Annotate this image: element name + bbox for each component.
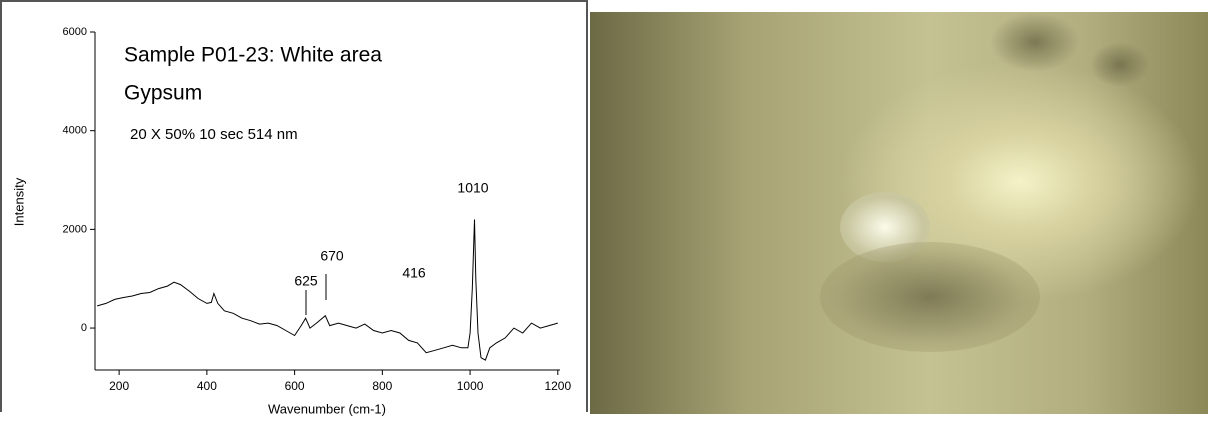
crystal xyxy=(1090,42,1150,87)
peak-annotation: 670 xyxy=(320,248,344,264)
chart-title: Sample P01-23: White area xyxy=(124,44,382,67)
chart-panel: Sample P01-23: White area Gypsum 20 X 50… xyxy=(0,0,588,416)
x-axis-label: Wavenumber (cm-1) xyxy=(268,401,386,416)
x-tick-label: 200 xyxy=(109,379,129,393)
micrograph xyxy=(590,12,1208,414)
x-tick-label: 600 xyxy=(285,379,305,393)
y-tick-label: 2000 xyxy=(63,223,87,235)
x-tick-label: 1000 xyxy=(457,379,484,393)
y-tick-label: 6000 xyxy=(63,26,87,38)
y-tick-label: 4000 xyxy=(63,125,87,137)
crystal-cluster xyxy=(820,242,1040,352)
chart-note: 20 X 50% 10 sec 514 nm xyxy=(130,126,298,143)
peak-annotation: 625 xyxy=(294,273,318,289)
x-tick-label: 400 xyxy=(197,379,217,393)
peak-annotation: 1010 xyxy=(457,180,488,196)
y-axis-label: Intensity xyxy=(11,177,26,226)
chart-subtitle: Gypsum xyxy=(124,82,202,105)
y-tick-label: 0 xyxy=(81,322,87,334)
peak-annotation: 416 xyxy=(402,265,426,281)
crystal xyxy=(990,12,1080,72)
x-tick-label: 1200 xyxy=(544,379,571,393)
chart: Sample P01-23: White area Gypsum 20 X 50… xyxy=(11,26,571,417)
spectrum-line xyxy=(97,219,558,361)
x-tick-label: 800 xyxy=(372,379,392,393)
